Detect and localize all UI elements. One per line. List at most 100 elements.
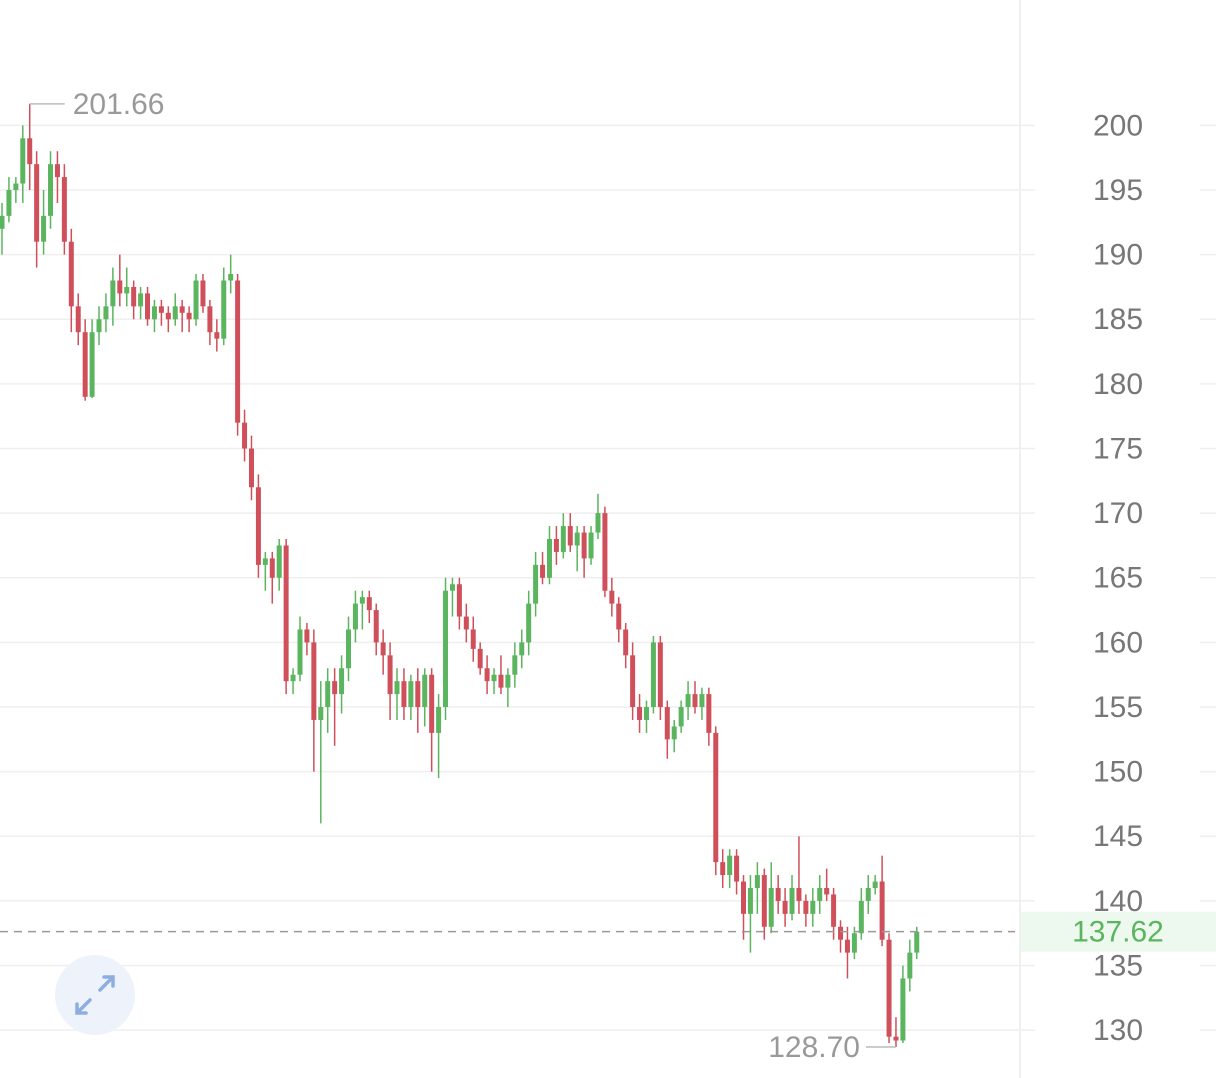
candle-body: [782, 900, 788, 914]
candle-body: [89, 332, 95, 397]
candle-body: [741, 881, 747, 914]
candle-body: [824, 887, 830, 895]
candle-body: [242, 422, 248, 449]
candle-body: [41, 215, 47, 242]
y-tick-label: 160: [1093, 626, 1143, 659]
y-tick-label: 175: [1093, 432, 1143, 465]
candle-body: [456, 584, 462, 617]
candle-body: [470, 629, 476, 649]
candle-body: [692, 694, 698, 708]
candle-body: [657, 642, 663, 708]
candle-body: [734, 855, 740, 882]
candle-body: [408, 681, 414, 708]
candle-body: [228, 274, 234, 281]
candle-body: [900, 978, 906, 1041]
candle-body: [588, 532, 594, 559]
y-tick-label: 130: [1093, 1014, 1143, 1047]
candle-body: [803, 900, 809, 914]
candle-body: [526, 603, 532, 643]
candle-body: [671, 726, 677, 740]
last-price-box: [1021, 911, 1216, 952]
candle-body: [436, 707, 442, 733]
y-tick-label: 200: [1093, 109, 1143, 142]
expand-button-bg[interactable]: [55, 955, 135, 1035]
y-tick-label: 145: [1093, 820, 1143, 853]
candle-body: [553, 539, 559, 552]
candle-body: [540, 564, 546, 578]
candle-body: [858, 900, 864, 934]
candle-body: [546, 539, 552, 578]
candle-body: [276, 545, 282, 578]
candle-body: [637, 707, 643, 720]
y-tick-label: 195: [1093, 174, 1143, 207]
candle-body: [477, 648, 483, 669]
candle-body: [643, 707, 649, 720]
candle-body: [172, 306, 178, 320]
candle-body: [131, 286, 137, 307]
candle-body: [311, 642, 317, 720]
candle-body: [401, 681, 407, 708]
expand-button[interactable]: [55, 955, 135, 1035]
candle-body: [415, 681, 421, 708]
candle-body: [145, 293, 151, 320]
candle-body: [491, 674, 497, 682]
candle-body: [297, 629, 303, 675]
candle-body: [359, 597, 365, 604]
candle-body: [117, 280, 123, 294]
candle-body: [27, 138, 33, 165]
candle-body: [262, 558, 268, 565]
candle-body: [332, 681, 338, 695]
candle-body: [158, 306, 164, 313]
candle-body: [713, 732, 719, 863]
candle-body: [207, 306, 213, 333]
candle-body: [110, 280, 116, 307]
candle-body: [0, 215, 5, 229]
candle-body: [318, 707, 324, 720]
candle-body: [6, 190, 12, 216]
min-label: 128.70: [768, 1031, 860, 1064]
candle-body: [214, 332, 220, 339]
last-price-label: 137.62: [1072, 916, 1164, 949]
candle-body: [567, 526, 573, 546]
candle-body: [851, 933, 857, 953]
candle-body: [463, 616, 469, 630]
candle-body: [193, 280, 199, 320]
candle-body: [54, 164, 60, 178]
candle-body: [68, 241, 74, 307]
y-tick-label: 165: [1093, 562, 1143, 595]
candle-body: [754, 875, 760, 888]
candle-body: [623, 629, 629, 656]
candle-body: [761, 875, 767, 927]
candle-body: [872, 881, 878, 888]
candle-body: [325, 681, 331, 708]
candle-body: [879, 881, 885, 940]
candle-body: [443, 590, 449, 708]
y-tick-label: 170: [1093, 497, 1143, 530]
candle-body: [484, 668, 490, 682]
candle-body: [366, 597, 372, 611]
candle-body: [422, 674, 428, 708]
candle-body: [595, 513, 601, 533]
candle-body: [685, 694, 691, 708]
y-tick-label: 190: [1093, 239, 1143, 272]
candle-body: [706, 694, 712, 733]
candle-body: [838, 926, 844, 940]
candle-body: [373, 610, 379, 643]
candle-body: [533, 564, 539, 604]
candle-body: [886, 939, 892, 1037]
candle-body: [179, 306, 185, 313]
candle-body: [387, 655, 393, 695]
candle-body: [449, 584, 455, 591]
candle-body: [48, 164, 54, 216]
candle-body: [498, 674, 504, 688]
candle-body: [560, 526, 566, 552]
candle-body: [200, 280, 206, 307]
candle-body: [602, 513, 608, 591]
candle-body: [75, 306, 81, 333]
candle-body: [82, 332, 88, 397]
expand-icon[interactable]: [75, 975, 115, 1015]
candle-body: [907, 952, 913, 979]
candle-body: [269, 558, 275, 578]
candle-body: [581, 532, 587, 559]
